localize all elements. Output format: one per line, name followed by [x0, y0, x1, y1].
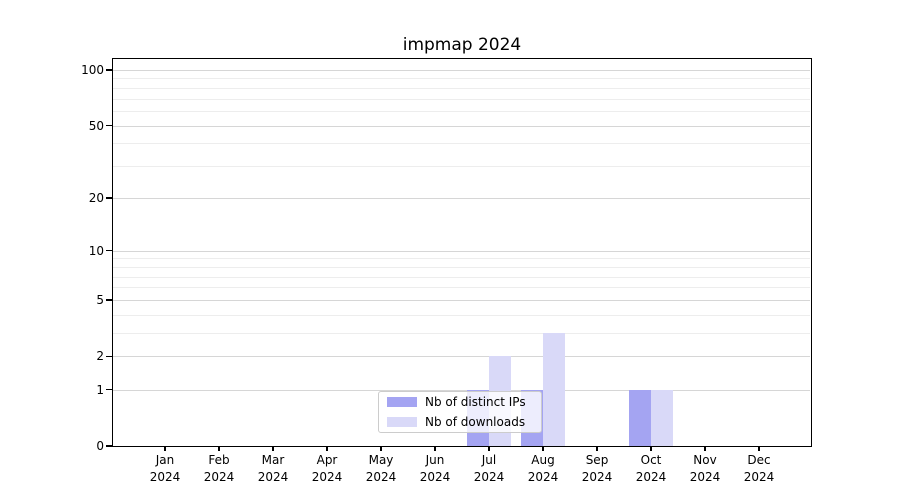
gridline-minor — [113, 276, 810, 278]
x-tick-mark — [704, 446, 706, 451]
y-tick-mark — [106, 69, 112, 71]
gridline-minor — [113, 333, 810, 335]
gridline-minor — [113, 166, 810, 168]
y-tick-mark — [106, 250, 112, 252]
gridline-minor — [113, 266, 810, 268]
y-tick-label: 20 — [88, 190, 104, 205]
x-tick-label: Dec 2024 — [729, 452, 789, 486]
x-tick-month: Jun — [425, 453, 445, 467]
y-tick-label: 10 — [88, 243, 104, 258]
legend-swatch — [387, 397, 417, 407]
x-tick-label: Nov 2024 — [675, 452, 735, 486]
y-tick-mark — [106, 299, 112, 301]
x-tick-month: Aug — [531, 453, 555, 467]
gridline-minor — [113, 314, 810, 316]
y-tick-label: 0 — [96, 439, 104, 453]
x-tick-month: Oct — [640, 453, 662, 467]
x-tick-mark — [380, 446, 382, 451]
x-tick-month: Mar — [261, 453, 285, 467]
y-tick-mark — [106, 125, 112, 127]
legend: Nb of distinct IPs Nb of downloads — [378, 391, 542, 433]
x-tick-label: Jul 2024 — [459, 452, 519, 486]
x-tick-month: Jan — [155, 453, 175, 467]
bar-distinct-ips — [629, 389, 651, 446]
x-tick-mark — [326, 446, 328, 451]
x-tick-year: 2024 — [635, 470, 667, 484]
gridline-major — [113, 300, 810, 302]
x-tick-mark — [758, 446, 760, 451]
x-tick-mark — [488, 446, 490, 451]
y-tick-mark — [106, 445, 112, 447]
x-tick-month: Apr — [316, 453, 338, 467]
gridline-minor — [113, 78, 810, 80]
x-tick-label: Jun 2024 — [405, 452, 465, 486]
x-tick-mark — [650, 446, 652, 451]
x-tick-year: 2024 — [473, 470, 505, 484]
y-tick-label: 1 — [96, 382, 104, 397]
x-tick-year: 2024 — [689, 470, 721, 484]
y-tick-mark — [106, 197, 112, 199]
bar-downloads — [651, 389, 673, 446]
gridline-major — [113, 125, 810, 127]
gridline-minor — [113, 258, 810, 260]
x-tick-month: Sep — [585, 453, 609, 467]
x-tick-label: Jan 2024 — [135, 452, 195, 486]
x-tick-label: Sep 2024 — [567, 452, 627, 486]
x-tick-mark — [272, 446, 274, 451]
legend-entry: Nb of distinct IPs — [387, 395, 541, 410]
x-tick-year: 2024 — [365, 470, 397, 484]
x-tick-mark — [596, 446, 598, 451]
y-tick-mark — [106, 355, 112, 358]
gridline-minor — [113, 143, 810, 145]
x-tick-label: Oct 2024 — [621, 452, 681, 486]
x-tick-year: 2024 — [419, 470, 451, 484]
y-tick-mark — [106, 388, 112, 391]
gridline-major — [113, 197, 810, 199]
x-tick-label: Apr 2024 — [297, 452, 357, 486]
legend-entry: Nb of downloads — [387, 415, 541, 430]
gridline-major — [113, 69, 810, 71]
x-tick-year: 2024 — [203, 470, 235, 484]
x-tick-label: May 2024 — [351, 452, 411, 486]
bar-downloads — [543, 333, 565, 446]
x-tick-month: Nov — [693, 453, 717, 467]
y-tick-label: 2 — [96, 349, 104, 364]
x-tick-mark — [164, 446, 166, 451]
x-tick-label: Feb 2024 — [189, 452, 249, 486]
gridline-minor — [113, 98, 810, 100]
x-tick-label: Aug 2024 — [513, 452, 573, 486]
gridline-minor — [113, 287, 810, 289]
x-tick-year: 2024 — [743, 470, 775, 484]
x-tick-mark — [434, 446, 436, 451]
legend-swatch — [387, 417, 417, 427]
x-tick-label: Mar 2024 — [243, 452, 303, 486]
legend-label: Nb of distinct IPs — [425, 394, 526, 409]
gridline-major — [113, 389, 810, 391]
chart-title: impmap 2024 — [402, 35, 522, 55]
x-tick-year: 2024 — [581, 470, 613, 484]
gridline-minor — [113, 111, 810, 113]
x-tick-mark — [542, 446, 544, 451]
x-tick-year: 2024 — [257, 470, 289, 484]
y-tick-label: 50 — [88, 118, 104, 133]
gridline-major — [113, 250, 810, 252]
legend-label: Nb of downloads — [425, 414, 526, 429]
x-tick-mark — [218, 446, 220, 451]
x-tick-year: 2024 — [527, 470, 559, 484]
x-tick-month: Feb — [208, 453, 230, 467]
x-tick-year: 2024 — [311, 470, 343, 484]
x-tick-month: Dec — [747, 453, 771, 467]
y-tick-label: 5 — [96, 293, 104, 308]
x-tick-month: May — [368, 453, 394, 467]
gridline-minor — [113, 87, 810, 89]
x-tick-month: Jul — [481, 453, 497, 467]
x-tick-year: 2024 — [149, 470, 181, 484]
gridline-major — [113, 356, 810, 358]
y-tick-label: 100 — [81, 62, 104, 77]
